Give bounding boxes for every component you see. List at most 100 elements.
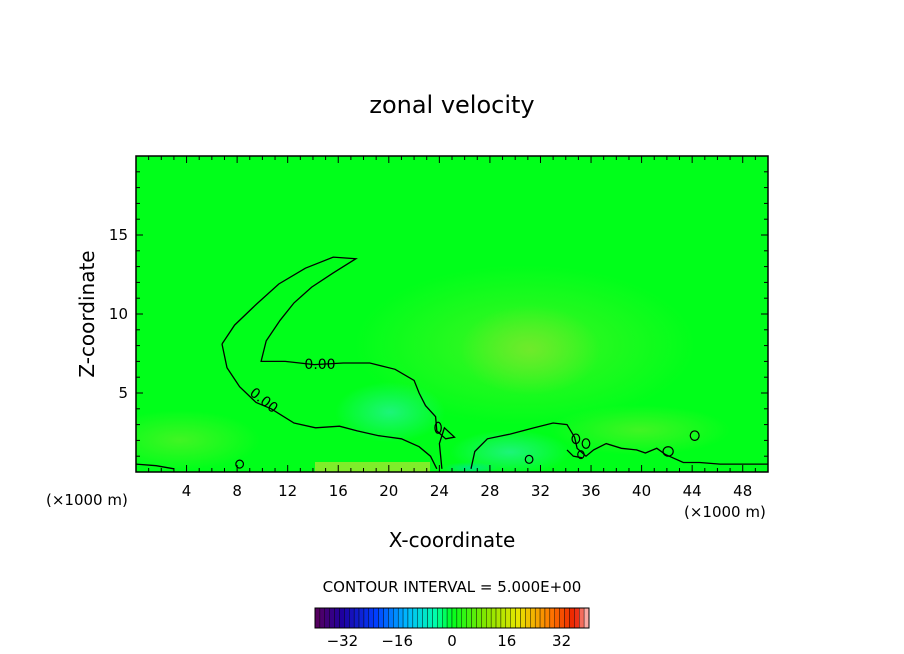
colorbar-swatch <box>515 607 521 629</box>
colorbar-swatch <box>579 607 585 629</box>
colorbar-swatch <box>363 607 370 629</box>
colorbar-swatch <box>368 607 374 629</box>
x-tick-label: 12 <box>278 482 297 500</box>
colorbar-swatch <box>334 607 340 629</box>
colorbar-swatch <box>422 607 428 629</box>
y-tick-label: 5 <box>118 384 128 402</box>
zero-contour-loop <box>524 454 534 464</box>
colorbar-swatch <box>442 607 448 629</box>
colorbar-swatch <box>397 607 404 629</box>
colorbar-swatch <box>383 607 389 629</box>
heatmap-field <box>136 156 768 472</box>
colorbar-swatch <box>353 607 360 629</box>
colorbar-swatch <box>505 607 511 629</box>
colorbar-swatch <box>569 607 575 629</box>
colorbar-swatch <box>534 607 541 629</box>
colorbar-tick-labels: −32 −16 0 16 32 <box>327 632 572 650</box>
positive-velocity-patch <box>315 462 430 472</box>
negative-velocity-patches <box>335 382 570 472</box>
zero-contour-line <box>566 449 583 459</box>
zero-contour-loop <box>689 430 700 442</box>
colorbar-swatch <box>476 607 482 629</box>
colorbar-swatch <box>388 607 394 629</box>
y-axis-label: Z-coordinate <box>75 250 99 377</box>
colorbar-tick-label: 32 <box>552 632 571 650</box>
x-tick-label: 44 <box>683 482 702 500</box>
negative-velocity-patch <box>442 462 498 472</box>
colorbar-swatch <box>446 607 453 629</box>
axis-ticks <box>136 156 768 472</box>
positive-velocity-patches <box>136 265 730 472</box>
zero-contour-loop <box>581 438 591 449</box>
y-tick-label: 10 <box>109 305 128 323</box>
colorbar-swatch <box>466 607 472 629</box>
colorbar-tick-label: 16 <box>497 632 516 650</box>
colorbar-swatch <box>378 607 384 629</box>
colorbar-swatch <box>412 607 418 629</box>
colorbar-swatch <box>339 607 345 629</box>
colorbar-tick-label: −32 <box>327 632 359 650</box>
positive-velocity-patch <box>136 410 260 470</box>
colorbar-frame <box>314 607 590 629</box>
colorbar-swatch <box>319 607 325 629</box>
zero-contour-line <box>136 463 175 470</box>
x-tick-label: 20 <box>379 482 398 500</box>
colorbar-swatch <box>427 607 433 629</box>
x-tick-label: 36 <box>581 482 600 500</box>
colorbar-swatch <box>358 607 365 629</box>
colorbar-swatch <box>486 607 492 629</box>
zero-contour-loop <box>577 450 585 460</box>
colorbar-swatch <box>559 607 565 629</box>
colorbar-swatch <box>451 607 458 629</box>
zero-contour-loop <box>235 459 245 469</box>
zero-contour-line <box>221 343 438 470</box>
x-tick-label: 24 <box>430 482 449 500</box>
colorbar-swatch <box>314 607 321 629</box>
colorbar-swatch <box>373 607 379 629</box>
x-tick-label: 16 <box>329 482 348 500</box>
zero-contour-line <box>221 256 456 469</box>
colorbar-tick-label: 0 <box>447 632 457 650</box>
colorbar-swatch <box>471 607 477 629</box>
colorbar-swatch <box>417 607 423 629</box>
colorbar-tick-label: −16 <box>381 632 413 650</box>
colorbar-swatch <box>344 607 350 629</box>
colorbar-swatch <box>574 607 580 629</box>
colorbar-swatch <box>324 607 330 629</box>
y-tick-label: 15 <box>109 226 128 244</box>
colorbar-swatch <box>490 607 497 629</box>
colorbar-swatch <box>456 607 462 629</box>
zero-contours <box>136 256 768 470</box>
colorbar <box>314 607 590 629</box>
x-axis-unit-right: (×1000 m) <box>684 503 766 521</box>
zero-contour-line <box>470 422 768 469</box>
colorbar-swatch <box>525 607 531 629</box>
colorbar-swatch <box>539 607 546 629</box>
colorbar-swatch <box>393 607 399 629</box>
x-axis-tick-labels: 4 8 12 16 20 24 28 32 36 40 44 48 <box>182 482 752 500</box>
contour-label: 0.00 <box>304 357 335 373</box>
colorbar-swatch <box>481 607 487 629</box>
colorbar-swatch <box>544 607 551 629</box>
colorbar-swatch <box>564 607 570 629</box>
x-axis-label: X-coordinate <box>389 528 516 552</box>
colorbar-swatch <box>554 607 560 629</box>
colorbar-swatch <box>407 607 414 629</box>
positive-velocity-patch <box>550 405 730 455</box>
colorbar-swatch <box>549 607 555 629</box>
zero-contour-loop <box>434 421 442 434</box>
chart-title: zonal velocity <box>369 91 534 119</box>
x-tick-label: 8 <box>232 482 242 500</box>
negative-velocity-patch <box>335 382 445 442</box>
colorbar-swatch <box>349 607 355 629</box>
zero-contour-loop <box>662 446 674 457</box>
y-axis-tick-labels: 5 10 15 <box>109 226 128 402</box>
colorbar-swatch <box>530 607 536 629</box>
positive-velocity-patch <box>460 305 600 395</box>
colorbar-swatch <box>432 607 438 629</box>
colorbar-swatch <box>461 607 467 629</box>
colorbar-swatch <box>510 607 516 629</box>
x-tick-label: 48 <box>733 482 752 500</box>
colorbar-swatch <box>495 607 502 629</box>
